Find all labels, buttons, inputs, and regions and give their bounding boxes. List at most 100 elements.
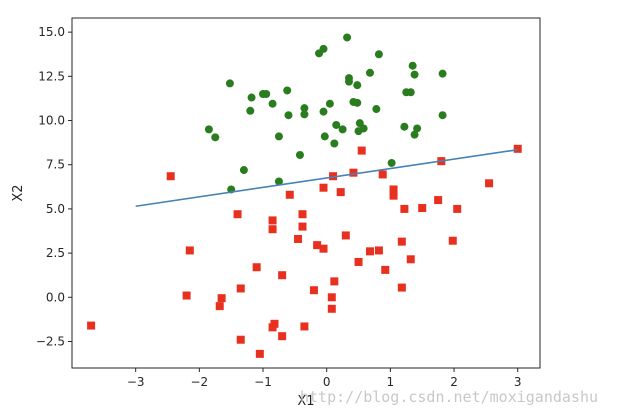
- class0-point: [397, 237, 406, 246]
- class0-point: [270, 319, 279, 328]
- class1-point: [325, 99, 334, 108]
- class0-point: [252, 263, 261, 272]
- class0-point: [336, 188, 345, 197]
- class0-point: [485, 179, 494, 188]
- class0-point: [448, 236, 457, 245]
- class0-point: [268, 225, 277, 234]
- y-tick-label: 12.5: [38, 69, 65, 83]
- class0-point: [278, 332, 287, 341]
- class0-point: [217, 294, 226, 303]
- class1-point: [359, 124, 368, 133]
- x-tick-label: 3: [514, 375, 522, 389]
- class1-point: [225, 79, 234, 88]
- watermark-text: http://blog.csdn.net/moxigandashu: [300, 388, 599, 406]
- class1-point: [438, 69, 447, 78]
- class1-point: [374, 50, 383, 59]
- class0-point: [87, 321, 96, 330]
- class1-point: [239, 166, 248, 175]
- y-tick-label: 5.0: [46, 202, 65, 216]
- class0-point: [381, 265, 390, 274]
- class0-point: [268, 216, 277, 225]
- class1-point: [319, 107, 328, 116]
- class1-point: [372, 105, 381, 114]
- x-tick-label: 1: [387, 375, 395, 389]
- class1-point: [332, 120, 341, 129]
- class0-point: [182, 291, 191, 300]
- class0-point: [255, 349, 264, 358]
- class0-point: [418, 204, 427, 213]
- class1-point: [365, 68, 374, 77]
- class1-point: [410, 130, 419, 139]
- class0-point: [434, 196, 443, 205]
- class1-point: [330, 139, 339, 148]
- class1-point: [211, 133, 220, 142]
- class1-point: [353, 81, 362, 90]
- class0-point: [389, 185, 398, 194]
- class0-point: [374, 246, 383, 255]
- class1-point: [353, 98, 362, 107]
- class0-point: [365, 247, 374, 256]
- class0-point: [330, 277, 339, 286]
- class1-point: [262, 90, 271, 99]
- class1-point: [283, 86, 292, 95]
- class1-point: [247, 93, 256, 102]
- class0-point: [215, 302, 224, 311]
- class0-point: [294, 234, 303, 243]
- class0-point: [313, 241, 322, 250]
- y-tick-label: 7.5: [46, 158, 65, 172]
- class0-point: [236, 284, 245, 293]
- class0-point: [389, 191, 398, 200]
- class0-point: [453, 204, 462, 213]
- class0-point: [354, 257, 363, 266]
- class0-point: [300, 322, 309, 331]
- class0-point: [397, 283, 406, 292]
- class1-point: [300, 110, 309, 119]
- class1-point: [406, 88, 415, 97]
- class0-point: [298, 210, 307, 219]
- x-tick-label: −2: [190, 375, 208, 389]
- x-axis-ticks: −3 −2 −1 0 1 2 3: [127, 368, 522, 389]
- class1-point: [300, 104, 309, 113]
- class1-point: [320, 132, 329, 141]
- x-tick-label: 2: [450, 375, 458, 389]
- y-axis-ticks: −2.5 0.0 2.5 5.0 7.5 10.0 12.5 15.0: [36, 25, 72, 348]
- class1-point: [274, 132, 283, 141]
- class0-point: [319, 244, 328, 253]
- y-tick-label: 2.5: [46, 246, 65, 260]
- y-tick-label: 15.0: [38, 25, 65, 39]
- x-tick-label: −1: [254, 375, 272, 389]
- data-points: [87, 33, 522, 358]
- class1-point: [387, 158, 396, 167]
- class1-point: [410, 70, 419, 79]
- class1-point: [343, 33, 352, 42]
- class0-point: [309, 286, 318, 295]
- class1-point: [204, 125, 213, 134]
- class1-point: [344, 77, 353, 86]
- class0-point: [327, 304, 336, 313]
- y-tick-label: 10.0: [38, 114, 65, 128]
- class1-point: [319, 44, 328, 53]
- class0-point: [400, 204, 409, 213]
- class0-point: [357, 146, 366, 155]
- y-axis-label: X2: [11, 184, 26, 201]
- class0-point: [378, 170, 387, 179]
- class1-point: [438, 111, 447, 120]
- class0-point: [166, 172, 175, 181]
- class1-point: [400, 122, 409, 131]
- class1-point: [246, 106, 255, 115]
- x-axis-label: X1: [297, 394, 314, 409]
- class1-point: [338, 125, 347, 134]
- class0-point: [236, 335, 245, 344]
- class0-point: [319, 183, 328, 192]
- class0-point: [329, 172, 338, 181]
- y-tick-label: −2.5: [36, 334, 65, 348]
- class0-point: [513, 144, 522, 153]
- class1-point: [408, 61, 417, 70]
- class1-point: [284, 111, 293, 120]
- class0-point: [278, 271, 287, 280]
- class0-point: [185, 246, 194, 255]
- class1-point: [268, 99, 277, 108]
- class0-point: [327, 293, 336, 302]
